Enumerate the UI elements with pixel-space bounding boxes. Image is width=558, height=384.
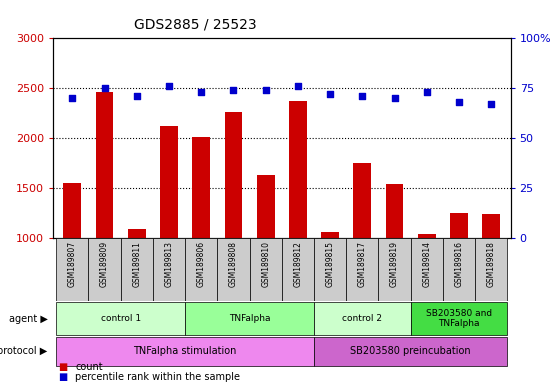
Point xyxy=(455,99,464,105)
Text: GSM189817: GSM189817 xyxy=(358,241,367,287)
Text: percentile rank within the sample: percentile rank within the sample xyxy=(75,372,240,382)
Text: control 1: control 1 xyxy=(100,314,141,323)
Point xyxy=(100,85,109,91)
Bar xyxy=(289,101,307,238)
Bar xyxy=(185,302,314,335)
Point xyxy=(68,95,77,101)
Bar xyxy=(378,238,411,301)
Bar xyxy=(314,302,411,335)
Text: GSM189816: GSM189816 xyxy=(455,241,464,287)
Bar xyxy=(321,232,339,238)
Text: GSM189819: GSM189819 xyxy=(390,241,399,287)
Text: GSM189811: GSM189811 xyxy=(132,241,141,287)
Bar xyxy=(56,337,314,366)
Text: GSM189810: GSM189810 xyxy=(261,241,270,287)
Text: GSM189809: GSM189809 xyxy=(100,241,109,287)
Bar xyxy=(249,238,282,301)
Bar xyxy=(443,238,475,301)
Point xyxy=(487,101,496,108)
Bar xyxy=(411,302,507,335)
Bar xyxy=(121,238,153,301)
Bar xyxy=(282,238,314,301)
Point xyxy=(165,83,174,89)
Text: SB203580 and
TNFalpha: SB203580 and TNFalpha xyxy=(426,309,492,328)
Point xyxy=(261,87,270,93)
Text: GSM189815: GSM189815 xyxy=(326,241,335,287)
Bar xyxy=(64,183,81,238)
Bar xyxy=(386,184,403,238)
Text: SB203580 preincubation: SB203580 preincubation xyxy=(350,346,471,356)
Bar xyxy=(353,163,371,238)
Text: control 2: control 2 xyxy=(343,314,382,323)
Text: ■: ■ xyxy=(59,362,68,372)
Point xyxy=(358,93,367,99)
Bar xyxy=(450,213,468,238)
Text: TNFalpha stimulation: TNFalpha stimulation xyxy=(133,346,237,356)
Text: TNFalpha: TNFalpha xyxy=(229,314,270,323)
Point xyxy=(422,89,431,95)
Bar xyxy=(257,175,275,238)
Bar xyxy=(224,112,242,238)
Text: agent ▶: agent ▶ xyxy=(8,314,47,324)
Point xyxy=(326,91,335,98)
Text: GSM189806: GSM189806 xyxy=(197,241,206,287)
Bar xyxy=(153,238,185,301)
Bar xyxy=(160,126,178,238)
Point xyxy=(294,83,302,89)
Bar xyxy=(56,302,185,335)
Text: GSM189813: GSM189813 xyxy=(165,241,174,287)
Text: GSM189812: GSM189812 xyxy=(294,241,302,287)
Text: count: count xyxy=(75,362,103,372)
Bar xyxy=(185,238,218,301)
Point xyxy=(390,95,399,101)
Text: GSM189808: GSM189808 xyxy=(229,241,238,287)
Point xyxy=(229,87,238,93)
Text: GSM189807: GSM189807 xyxy=(68,241,77,287)
Text: GSM189814: GSM189814 xyxy=(422,241,431,287)
Text: GDS2885 / 25523: GDS2885 / 25523 xyxy=(134,17,257,31)
Bar xyxy=(314,238,346,301)
Bar xyxy=(89,238,121,301)
Bar xyxy=(346,238,378,301)
Text: ■: ■ xyxy=(59,372,68,382)
Point xyxy=(197,89,206,95)
Bar xyxy=(482,214,500,238)
Bar xyxy=(128,229,146,238)
Point xyxy=(132,93,141,99)
Bar xyxy=(314,337,507,366)
Bar xyxy=(193,137,210,238)
Bar xyxy=(418,234,436,238)
Bar xyxy=(218,238,249,301)
Bar xyxy=(56,238,89,301)
Bar xyxy=(411,238,443,301)
Bar xyxy=(96,92,113,238)
Bar xyxy=(475,238,507,301)
Text: GSM189818: GSM189818 xyxy=(487,241,496,287)
Text: protocol ▶: protocol ▶ xyxy=(0,346,47,356)
